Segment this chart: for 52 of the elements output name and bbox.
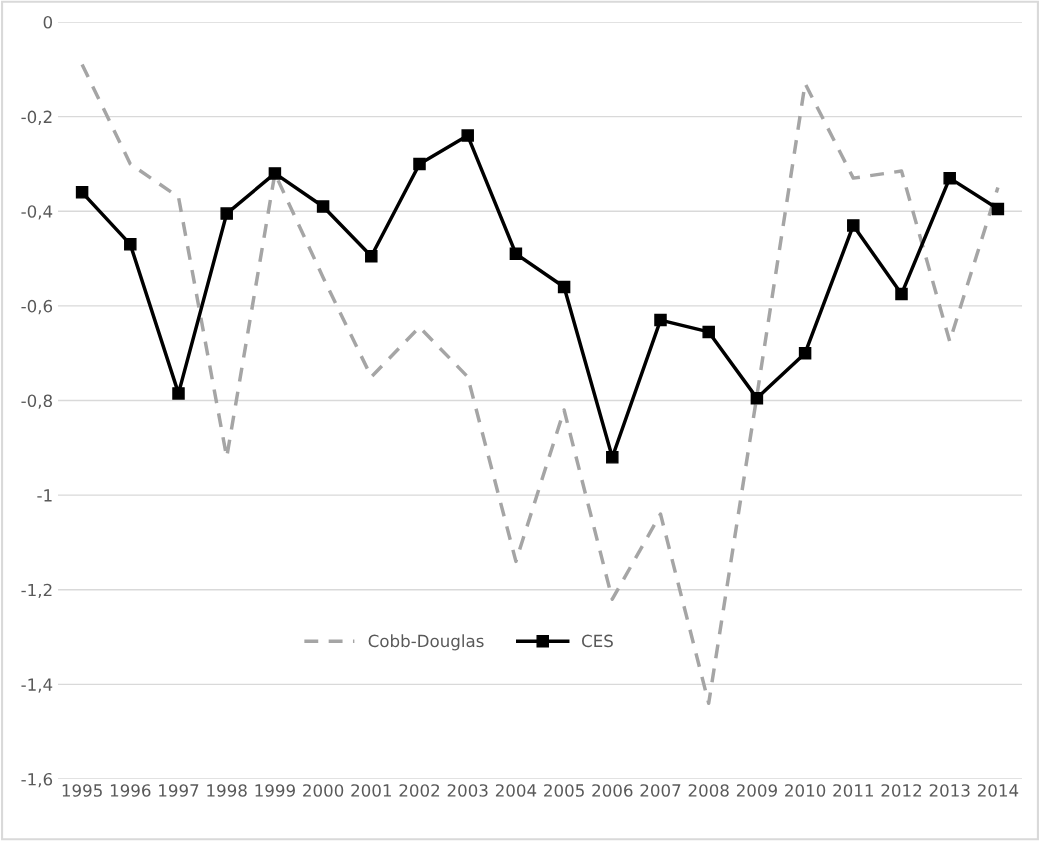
x-tick-label: 1996 <box>110 784 151 797</box>
point <box>654 313 667 327</box>
point <box>316 200 330 213</box>
point <box>702 325 715 339</box>
point <box>895 287 908 301</box>
line-series <box>80 62 1000 706</box>
point <box>172 387 185 400</box>
y-tick-label: -0,8 <box>21 394 52 409</box>
point <box>509 247 523 261</box>
point <box>798 346 812 360</box>
x-tick-label: 2010 <box>785 784 826 797</box>
x-tick-label: 2005 <box>544 784 584 797</box>
point <box>847 219 860 232</box>
x-tick-label: 2006 <box>592 784 633 797</box>
point <box>991 202 1005 216</box>
y-tick-label: -0,6 <box>21 299 53 315</box>
y-tick-label: -1,2 <box>21 583 52 599</box>
y-tick-label: -0,4 <box>21 205 53 220</box>
x-tick-label: 2008 <box>688 784 729 797</box>
x-tick-label: 2001 <box>351 784 391 797</box>
x-tick-label: 1997 <box>159 784 199 797</box>
x-tick-label: 2000 <box>303 784 344 797</box>
point <box>943 171 956 185</box>
legend-label: Cobb-Douglas <box>368 634 484 651</box>
y-tick-label: -0,2 <box>21 110 52 125</box>
point <box>220 207 233 220</box>
x-tick-label: 1999 <box>255 784 295 797</box>
point <box>606 451 619 464</box>
x-tick-label: 2014 <box>977 784 1019 797</box>
x-tick-label: 2012 <box>881 784 922 797</box>
point <box>557 280 571 294</box>
y-tick-label: -1,6 <box>21 772 53 788</box>
x-tick-label: 1998 <box>207 784 247 797</box>
point <box>750 391 764 405</box>
x-tick-label: 2002 <box>399 784 440 797</box>
x-tick-label: 2004 <box>495 784 537 797</box>
x-tick-label: 2013 <box>929 784 970 797</box>
x-tick-label: 2007 <box>640 784 681 797</box>
point <box>461 129 474 142</box>
x-tick-label: 1995 <box>62 784 102 797</box>
point <box>75 186 89 199</box>
y-tick-label: -1,4 <box>21 678 53 693</box>
legend-label: CES <box>582 634 613 648</box>
x-tick-label: 2003 <box>447 784 488 797</box>
y-tick-label: 0 <box>43 15 53 29</box>
point <box>124 238 137 251</box>
x-tick-label: 2009 <box>736 784 777 797</box>
y-tick-label: -1 <box>37 489 52 502</box>
point <box>268 167 282 180</box>
point <box>365 249 378 263</box>
x-tick-label: 2011 <box>833 784 873 797</box>
point <box>413 157 426 171</box>
